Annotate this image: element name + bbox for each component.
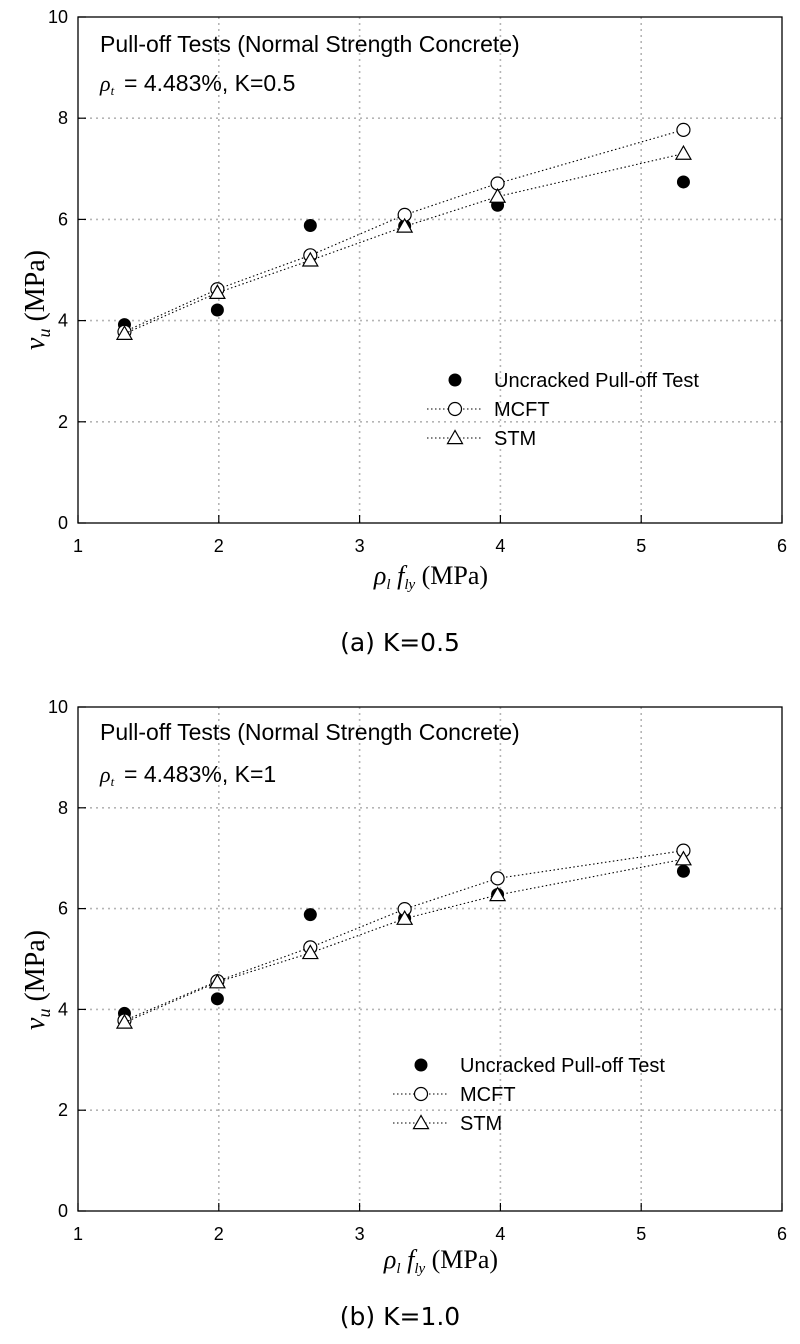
- data-point: [396, 217, 414, 233]
- x-tick-label: 2: [214, 1224, 224, 1244]
- y-tick-label: 0: [58, 1201, 68, 1221]
- data-point: [490, 871, 505, 886]
- data-point: [301, 944, 319, 960]
- x-tick-label: 4: [495, 1224, 505, 1244]
- data-point: [115, 1013, 133, 1029]
- series-stm: [115, 144, 692, 340]
- series-stm: [115, 850, 692, 1029]
- series-line: [124, 153, 684, 335]
- chart-b: 1 2 3 4 5 6 0 2 4 6 8 10 Uncracked Pull-off Test MCFT…: [20, 697, 787, 1277]
- data-point: [210, 303, 224, 317]
- legend-marker: [447, 401, 463, 417]
- y-tick-label: 10: [48, 7, 68, 27]
- legend-marker: [412, 1114, 430, 1130]
- legend-item: Uncracked Pull-off Test: [448, 370, 699, 392]
- legend-marker: [414, 1058, 428, 1072]
- chart-title: Pull-off Tests (Normal Strength Concrete…: [100, 31, 520, 57]
- series-uncracked-pull-off-test: [117, 864, 690, 1020]
- series-uncracked-pull-off-test: [117, 175, 690, 332]
- plot-frame: [77, 16, 783, 524]
- svg-text:ρl fly (MPa): ρl fly (MPa): [373, 561, 488, 593]
- y-tick-label: 6: [58, 899, 68, 919]
- x-tick-label: 6: [777, 1224, 787, 1244]
- data-point: [676, 122, 691, 137]
- data-point: [208, 284, 226, 299]
- caption-a: (a) K=0.5: [340, 628, 460, 657]
- gridlines: [78, 707, 782, 1211]
- y-tick-label: 0: [58, 513, 68, 533]
- y-tick-label: 10: [48, 697, 68, 717]
- y-tick-label: 2: [58, 1100, 68, 1120]
- data-point: [489, 886, 507, 902]
- x-tick-label: 5: [636, 536, 646, 556]
- series-line: [124, 858, 684, 1024]
- y-axis-label: vu (MPa): [20, 930, 54, 1030]
- data-point: [674, 144, 692, 160]
- legend-marker: [446, 429, 464, 445]
- chart-title-block: Pull-off Tests (Normal Strength Concrete…: [99, 31, 520, 98]
- series-mcft: [117, 843, 691, 1028]
- x-tick-label: 4: [495, 536, 505, 556]
- data-point: [676, 175, 690, 189]
- legend-label: Uncracked Pull-off Test: [460, 1055, 665, 1077]
- legend-label: Uncracked Pull-off Test: [494, 370, 699, 392]
- x-tick-label: 3: [355, 1224, 365, 1244]
- series-line: [124, 850, 684, 1021]
- x-axis-label: ρl fly (MPa): [383, 1245, 498, 1277]
- legend-marker: [413, 1086, 429, 1102]
- chart-subtitle: = 4.483%, K=1: [124, 761, 276, 787]
- data-point: [676, 864, 690, 878]
- legend-item: STM: [427, 428, 536, 450]
- legend-label: MCFT: [460, 1084, 516, 1106]
- data-point: [208, 973, 226, 989]
- svg-text:vu (MPa): vu (MPa): [20, 250, 54, 350]
- x-tick-label: 5: [636, 1224, 646, 1244]
- caption-b: (b) K=1.0: [339, 1302, 461, 1331]
- rho-t-symbol: ρt: [99, 762, 115, 789]
- data-point: [115, 325, 133, 340]
- chart-subtitle: = 4.483%, K=0.5: [124, 70, 295, 96]
- x-tick-label: 3: [355, 536, 365, 556]
- svg-text:vu (MPa): vu (MPa): [20, 930, 54, 1030]
- gridlines: [78, 17, 782, 523]
- data-point: [210, 992, 224, 1006]
- x-tick-label: 1: [73, 1224, 83, 1244]
- x-tick-label: 6: [777, 536, 787, 556]
- x-tick-label: 2: [214, 536, 224, 556]
- series-line: [124, 129, 684, 333]
- legend-item: MCFT: [427, 399, 550, 421]
- rho-t-symbol: ρt: [99, 71, 115, 98]
- data-point: [396, 909, 414, 925]
- chart-a: 1 2 3 4 5 6 0 2 4 6 8 10 Uncracked Pull-off Test MCFT…: [20, 7, 787, 593]
- legend-label: MCFT: [494, 399, 550, 421]
- data-point: [301, 251, 319, 267]
- y-tick-label: 8: [58, 798, 68, 818]
- chart-title: Pull-off Tests (Normal Strength Concrete…: [100, 719, 520, 745]
- svg-text:ρl fly (MPa): ρl fly (MPa): [383, 1245, 498, 1277]
- legend-item: Uncracked Pull-off Test: [414, 1055, 665, 1077]
- y-tick-label: 4: [58, 999, 68, 1019]
- legend-label: STM: [494, 428, 536, 450]
- y-tick-label: 4: [58, 311, 68, 331]
- legend-label: STM: [460, 1113, 502, 1135]
- chart-title-block: Pull-off Tests (Normal Strength Concrete…: [99, 719, 520, 789]
- y-tick-label: 8: [58, 108, 68, 128]
- legend-marker: [448, 373, 462, 387]
- plot-frame: [77, 706, 783, 1212]
- legend: Uncracked Pull-off Test MCFT STM: [427, 370, 699, 450]
- legend: Uncracked Pull-off Test MCFT STM: [393, 1055, 665, 1135]
- y-tick-label: 6: [58, 209, 68, 229]
- legend-item: MCFT: [393, 1084, 516, 1106]
- x-tick-label: 1: [73, 536, 83, 556]
- x-axis-label: ρl fly (MPa): [373, 561, 488, 593]
- data-point: [303, 908, 317, 922]
- legend-item: STM: [393, 1113, 502, 1135]
- data-point: [674, 850, 692, 866]
- data-point: [489, 187, 507, 203]
- y-tick-label: 2: [58, 412, 68, 432]
- y-axis-label: vu (MPa): [20, 250, 54, 350]
- data-point: [303, 218, 317, 232]
